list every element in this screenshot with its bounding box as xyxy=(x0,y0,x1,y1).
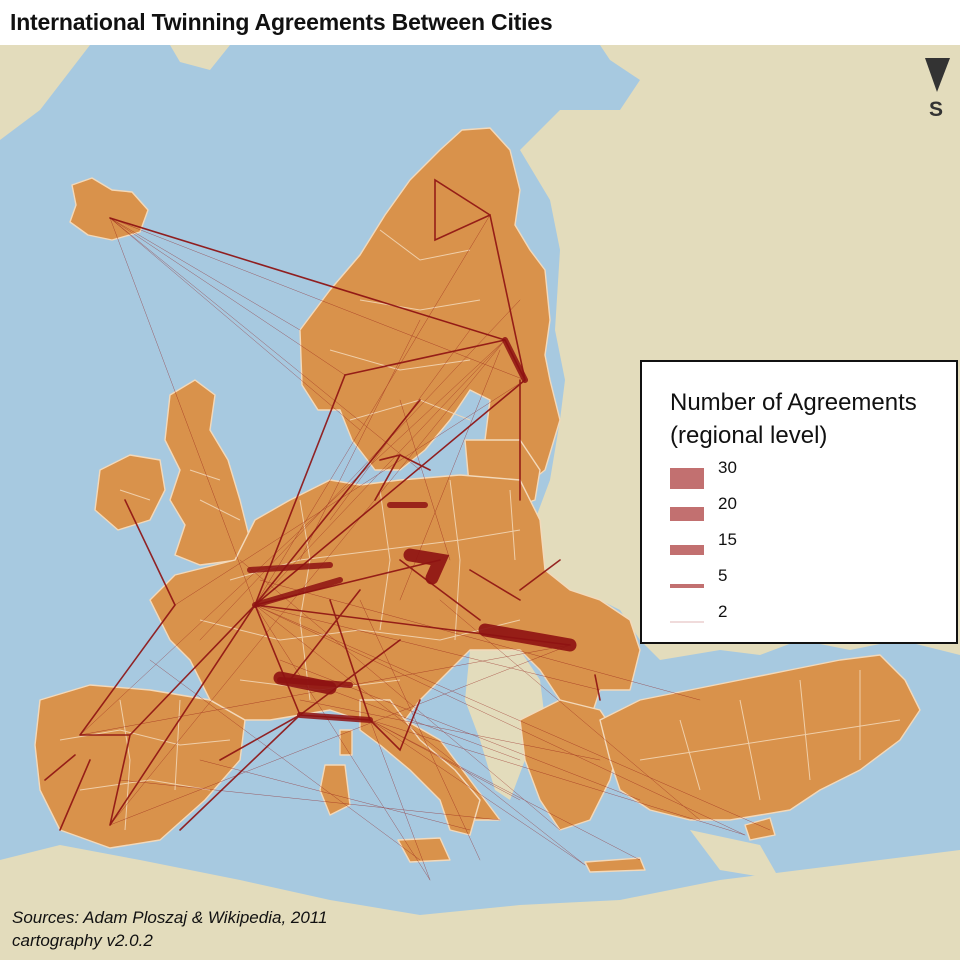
greece xyxy=(519,699,621,831)
crete xyxy=(584,857,646,873)
legend: Number of Agreements (regional level) 30… xyxy=(640,360,958,644)
thick-flows xyxy=(247,337,528,723)
legend-swatch-15 xyxy=(670,544,704,556)
legend-label-15: 15 xyxy=(718,530,737,549)
legend-swatch-5 xyxy=(670,584,704,588)
twinning-flows xyxy=(44,178,771,881)
legend-title-line2: (regional level) xyxy=(670,422,828,449)
cyprus xyxy=(744,817,776,841)
legend-title: Number of Agreements (regional level) xyxy=(670,386,917,452)
thin-flows xyxy=(79,214,771,881)
legend-label-30: 30 xyxy=(718,458,737,477)
sources-line1: Sources: Adam Ploszaj & Wikipedia, 2011 xyxy=(12,908,328,927)
sources-line2: cartography v2.0.2 xyxy=(12,931,153,950)
sources-note: Sources: Adam Ploszaj & Wikipedia, 2011 … xyxy=(12,906,327,952)
legend-label-5: 5 xyxy=(718,566,728,585)
heavy-flows xyxy=(273,548,577,695)
legend-label-20: 20 xyxy=(718,494,737,513)
south-arrow-icon xyxy=(925,58,950,92)
sicily xyxy=(397,837,451,863)
compass-label: S xyxy=(929,98,944,121)
ireland xyxy=(94,454,166,531)
corsica xyxy=(339,729,353,756)
legend-title-line1: Number of Agreements xyxy=(670,389,917,416)
legend-swatch-20 xyxy=(670,507,704,521)
legend-swatch-30 xyxy=(670,467,704,489)
map-title: International Twinning Agreements Betwee… xyxy=(10,9,553,35)
legend-swatch-2 xyxy=(670,621,704,623)
legend-label-2: 2 xyxy=(718,602,728,621)
turkey xyxy=(599,654,921,821)
